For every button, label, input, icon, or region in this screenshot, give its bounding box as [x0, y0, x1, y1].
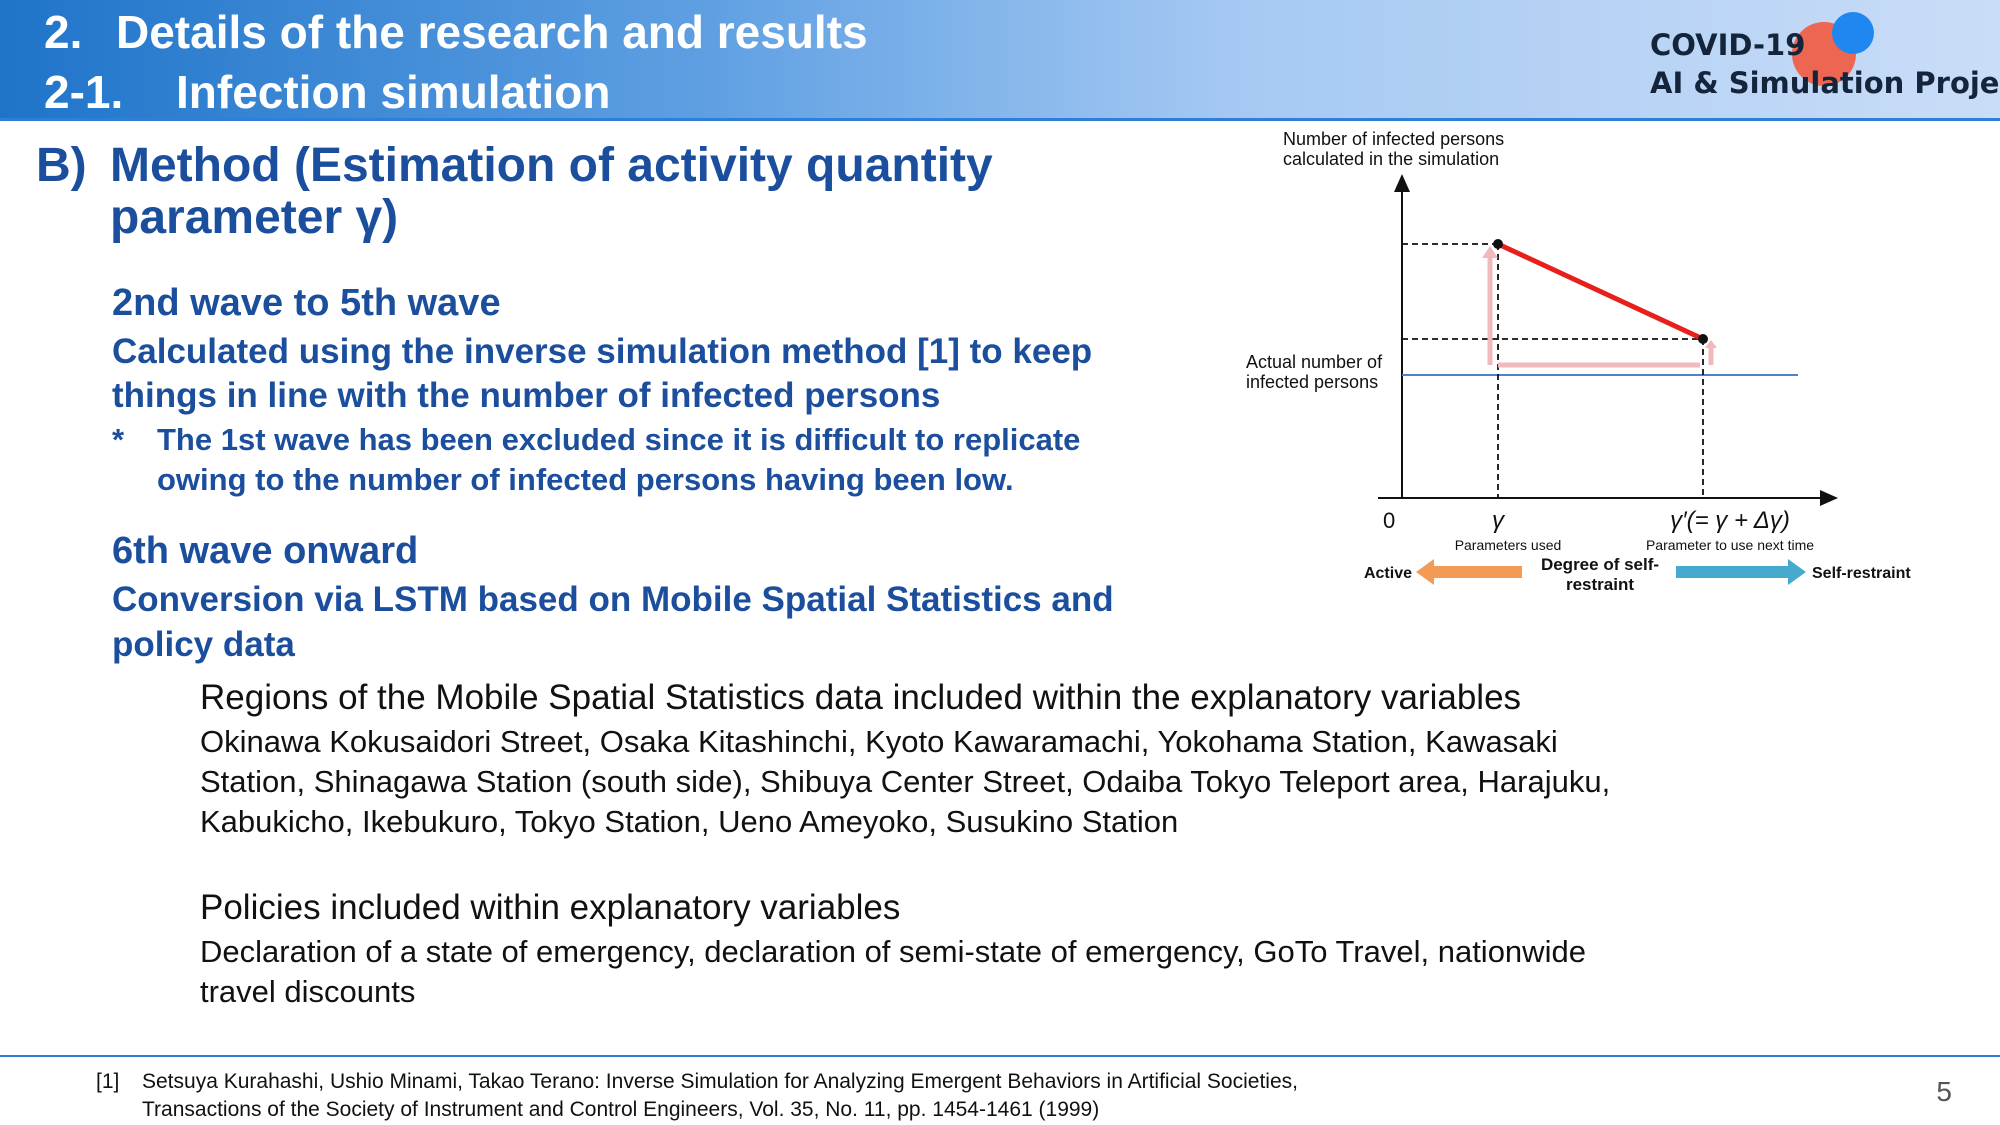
param-next-label: Parameter to use next time	[1646, 537, 1814, 553]
pink-arrow-head-right-icon	[1705, 340, 1717, 348]
wave-6-text-line-2: policy data	[112, 625, 295, 664]
wave-2-5-text-line-1: Calculated using the inverse simulation …	[112, 332, 1093, 371]
wave-1-note-marker: *	[112, 422, 125, 457]
logo-line-2: AI & Simulation Project	[1650, 66, 2000, 100]
wave-2-5-heading: 2nd wave to 5th wave	[112, 282, 501, 324]
self-restraint-direction-arrow-icon	[1676, 559, 1806, 585]
section-label: B)	[36, 139, 87, 192]
wave-1-note: The 1st wave has been excluded since it …	[157, 420, 1080, 500]
project-logo: COVID-19 AI & Simulation Project	[1650, 12, 2000, 112]
wave-6-text: Conversion via LSTM based on Mobile Spat…	[112, 577, 1114, 667]
gamma-tick-label: γ	[1492, 507, 1506, 534]
self-restraint-label: Self-restraint	[1812, 565, 1911, 582]
regions-line-3: Kabukicho, Ikebukuro, Tokyo Station, Uen…	[200, 804, 1179, 839]
slide-header	[0, 0, 2000, 118]
title-number-1: 2.	[44, 6, 83, 58]
regions-heading: Regions of the Mobile Spatial Statistics…	[200, 678, 1522, 717]
page-number: 5	[1936, 1076, 1952, 1107]
degree-label-line-2: restraint	[1566, 575, 1634, 594]
wave-6-text-line-1: Conversion via LSTM based on Mobile Spat…	[112, 580, 1114, 619]
logo-blue-circle-icon	[1832, 12, 1874, 54]
policies-line-1: Declaration of a state of emergency, dec…	[200, 934, 1586, 969]
regions-line-2: Station, Shinagawa Station (south side),…	[200, 764, 1611, 799]
inverse-simulation-diagram: Number of infected persons calculated in…	[1246, 129, 1911, 594]
header-divider	[0, 118, 2000, 121]
footnote-line-1: Setsuya Kurahashi, Ushio Minami, Takao T…	[142, 1070, 1298, 1093]
footnote-marker: [1]	[96, 1070, 120, 1093]
param-used-label: Parameters used	[1455, 537, 1562, 553]
title-text-1: Details of the research and results	[116, 6, 868, 58]
wave-6-heading: 6th wave onward	[112, 530, 419, 572]
y-axis-label-line-1: Number of infected persons	[1283, 129, 1504, 149]
wave-1-note-line-1: The 1st wave has been excluded since it …	[157, 422, 1081, 457]
pink-arrow-head-left-icon	[1482, 246, 1498, 258]
active-direction-arrow-icon	[1416, 559, 1522, 585]
section-title: Method (Estimation of activity quantity …	[110, 139, 993, 244]
footnote-text: Setsuya Kurahashi, Ushio Minami, Takao T…	[142, 1068, 1298, 1124]
title-number-2: 2-1.	[44, 66, 124, 118]
actual-label-line-2: infected persons	[1246, 372, 1378, 392]
regions-line-1: Okinawa Kokusaidori Street, Osaka Kitash…	[200, 724, 1558, 759]
policies-heading: Policies included within explanatory var…	[200, 888, 901, 927]
footer-divider	[0, 1055, 2000, 1057]
degree-label-line-1: Degree of self-	[1541, 555, 1659, 574]
gamma-prime-tick-label: γ′(= γ + Δγ)	[1670, 507, 1790, 534]
point-gamma-prime	[1698, 334, 1708, 344]
active-label: Active	[1364, 565, 1412, 582]
footnote-line-2: Transactions of the Society of Instrumen…	[142, 1098, 1100, 1121]
point-gamma	[1493, 239, 1503, 249]
logo-line-1: COVID-19	[1650, 28, 1806, 62]
wave-2-5-text: Calculated using the inverse simulation …	[112, 330, 1092, 418]
policies-list: Declaration of a state of emergency, dec…	[200, 932, 1586, 1012]
y-axis-label-line-2: calculated in the simulation	[1283, 149, 1499, 169]
title-text-2: Infection simulation	[176, 66, 611, 118]
origin-label: 0	[1383, 508, 1395, 533]
red-adjustment-line	[1496, 241, 1705, 342]
policies-line-2: travel discounts	[200, 974, 416, 1009]
title-line-2: 2-1. Infection simulation	[44, 66, 610, 118]
wave-2-5-text-line-2: things in line with the number of infect…	[112, 376, 941, 415]
title-line-1: 2. Details of the research and results	[44, 6, 868, 58]
actual-label-line-1: Actual number of	[1246, 352, 1383, 372]
wave-1-note-line-2: owing to the number of infected persons …	[157, 462, 1014, 497]
regions-list: Okinawa Kokusaidori Street, Osaka Kitash…	[200, 722, 1610, 842]
